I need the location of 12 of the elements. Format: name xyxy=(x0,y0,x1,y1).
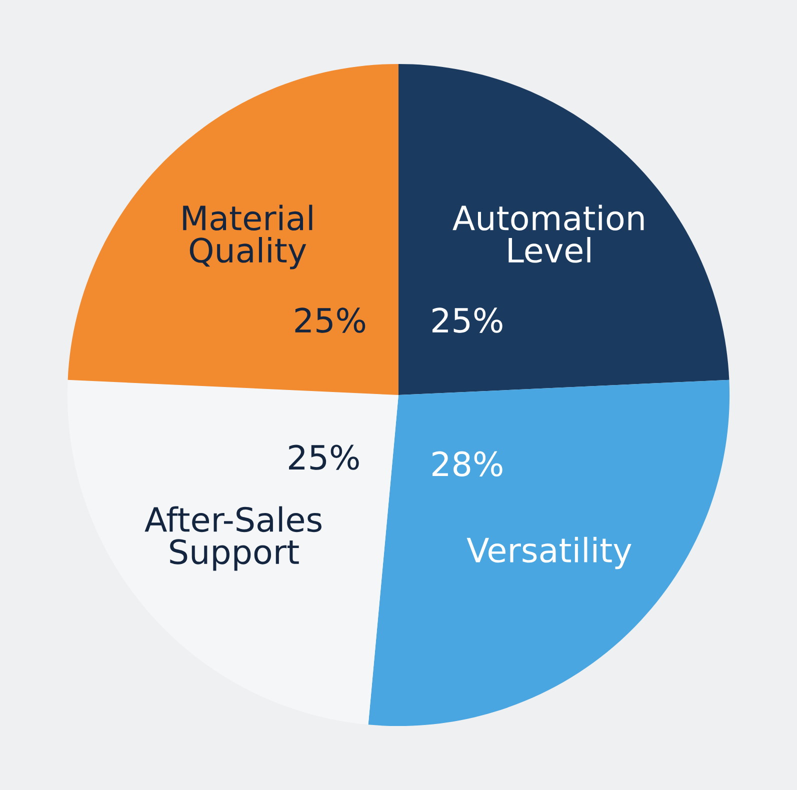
data-label: 25% xyxy=(295,308,366,333)
pie-slice xyxy=(68,64,398,395)
slice-label: Automation Level xyxy=(452,204,644,263)
data-label: 28% xyxy=(432,451,502,476)
data-label: 25% xyxy=(289,444,359,470)
pie-slice xyxy=(68,380,398,725)
slice-label: After-Sales Support xyxy=(144,506,322,571)
pie-slice xyxy=(368,380,730,726)
pie-slice xyxy=(398,64,730,395)
slice-label: Material Quality xyxy=(183,204,312,270)
data-label: 25% xyxy=(432,308,502,333)
slice-label: Versatility xyxy=(466,536,632,570)
